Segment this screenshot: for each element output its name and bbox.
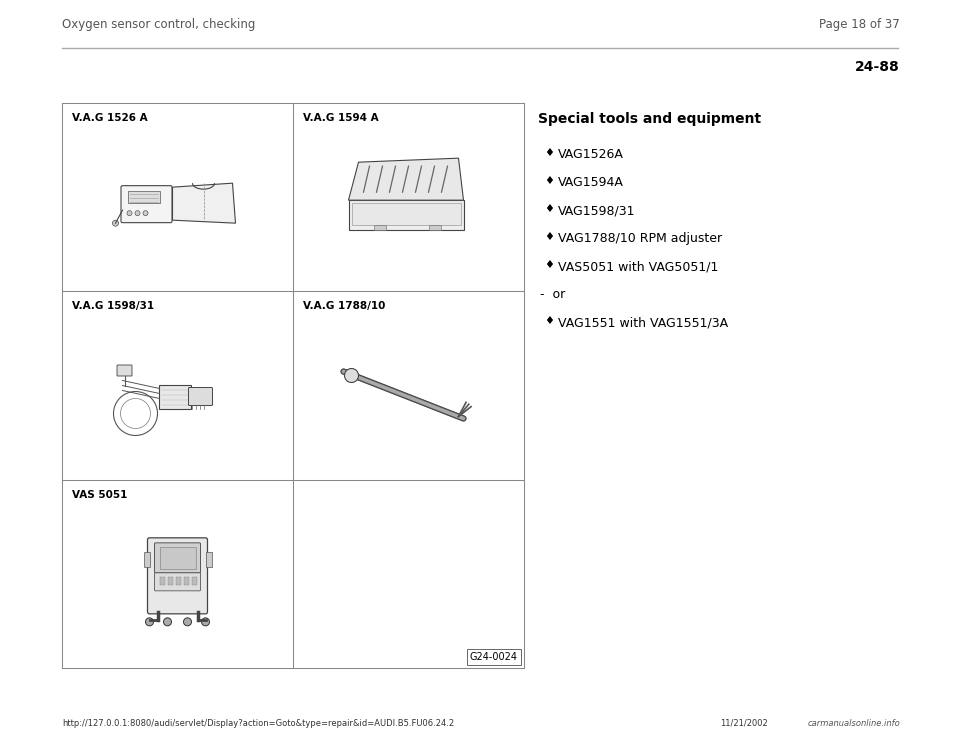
Bar: [183, 577, 188, 585]
Circle shape: [146, 618, 154, 626]
Bar: [191, 577, 197, 585]
Polygon shape: [173, 183, 235, 223]
Bar: [373, 225, 386, 230]
Polygon shape: [348, 158, 464, 200]
Bar: [428, 225, 441, 230]
Text: Oxygen sensor control, checking: Oxygen sensor control, checking: [62, 18, 255, 31]
Bar: [176, 577, 180, 585]
Text: ♦: ♦: [544, 204, 554, 214]
Text: ♦: ♦: [544, 148, 554, 158]
FancyBboxPatch shape: [148, 538, 207, 614]
FancyBboxPatch shape: [117, 365, 132, 376]
Bar: [167, 577, 173, 585]
Text: 11/21/2002: 11/21/2002: [720, 719, 768, 728]
Circle shape: [183, 618, 191, 626]
Text: ♦: ♦: [544, 232, 554, 242]
FancyBboxPatch shape: [158, 384, 190, 409]
Text: VAS 5051: VAS 5051: [72, 490, 128, 499]
Circle shape: [127, 211, 132, 216]
Text: VAG1526A: VAG1526A: [558, 148, 624, 161]
Circle shape: [135, 211, 140, 216]
Bar: [348, 200, 464, 230]
FancyBboxPatch shape: [159, 547, 196, 569]
Text: V.A.G 1594 A: V.A.G 1594 A: [303, 113, 378, 123]
Circle shape: [143, 211, 148, 216]
Text: VAG1594A: VAG1594A: [558, 176, 624, 189]
Bar: [159, 577, 164, 585]
Text: V.A.G 1788/10: V.A.G 1788/10: [303, 301, 385, 312]
Circle shape: [345, 369, 358, 382]
Text: Page 18 of 37: Page 18 of 37: [819, 18, 900, 31]
Bar: [205, 552, 211, 567]
Bar: [351, 203, 461, 225]
Text: carmanualsonline.info: carmanualsonline.info: [807, 719, 900, 728]
Text: V.A.G 1526 A: V.A.G 1526 A: [72, 113, 148, 123]
Text: Special tools and equipment: Special tools and equipment: [538, 112, 761, 126]
Text: ♦: ♦: [544, 176, 554, 186]
FancyBboxPatch shape: [155, 543, 201, 573]
Text: VAG1551 with VAG1551/3A: VAG1551 with VAG1551/3A: [558, 316, 728, 329]
Text: V.A.G 1598/31: V.A.G 1598/31: [72, 301, 155, 312]
Bar: [128, 191, 159, 203]
FancyBboxPatch shape: [155, 573, 201, 591]
Text: 24-88: 24-88: [855, 60, 900, 74]
Text: VAS5051 with VAG5051/1: VAS5051 with VAG5051/1: [558, 260, 718, 273]
Bar: [143, 552, 150, 567]
Text: VAG1788/10 RPM adjuster: VAG1788/10 RPM adjuster: [558, 232, 722, 245]
Text: ♦: ♦: [544, 260, 554, 270]
Text: G24-0024: G24-0024: [470, 652, 518, 662]
FancyBboxPatch shape: [188, 387, 212, 405]
Circle shape: [202, 618, 209, 626]
Text: -  or: - or: [540, 288, 565, 301]
Text: VAG1598/31: VAG1598/31: [558, 204, 636, 217]
FancyBboxPatch shape: [121, 186, 172, 223]
Circle shape: [163, 618, 172, 626]
Text: http://127.0.0.1:8080/audi/servlet/Display?action=Goto&type=repair&id=AUDI.B5.FU: http://127.0.0.1:8080/audi/servlet/Displ…: [62, 719, 454, 728]
Circle shape: [112, 220, 118, 226]
Text: ♦: ♦: [544, 316, 554, 326]
